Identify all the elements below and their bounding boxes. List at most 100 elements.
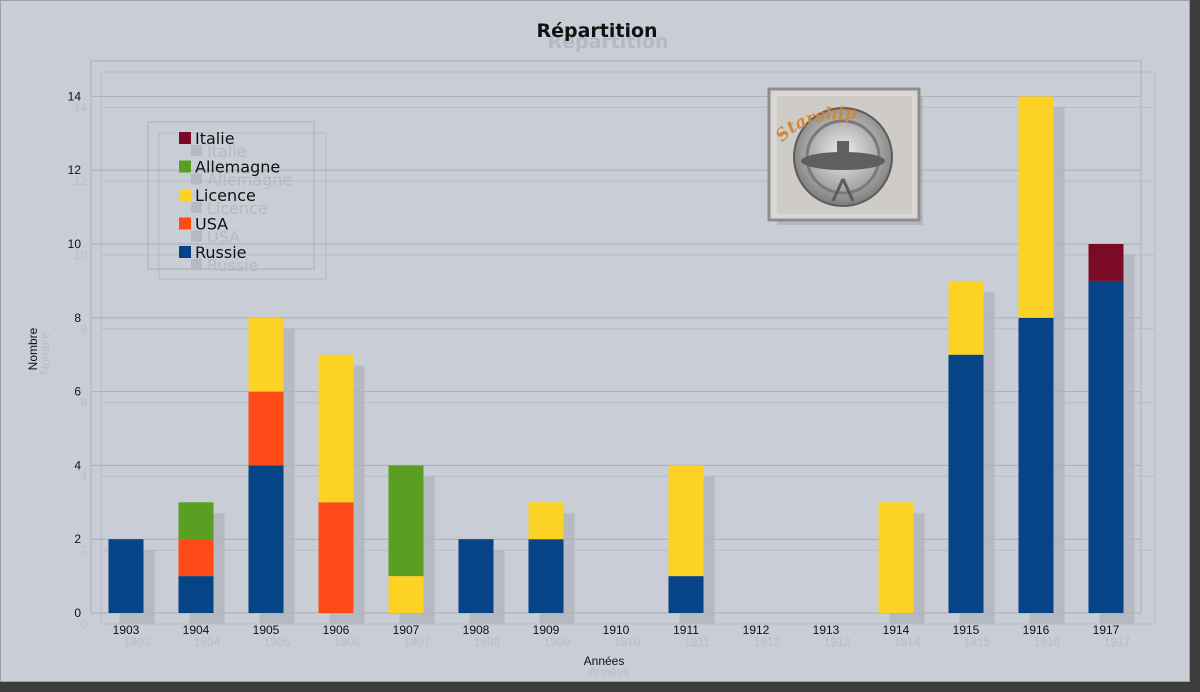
chart-title: Répartition bbox=[536, 20, 657, 42]
legend-swatch-shadow bbox=[191, 145, 202, 156]
legend-label-shadow: Italie bbox=[207, 142, 247, 161]
legend-swatch-usa bbox=[179, 217, 191, 230]
bar-1905-usa bbox=[248, 391, 284, 466]
legend-label-usa: USA bbox=[195, 215, 228, 234]
x-tick-label-shadow: 1912 bbox=[754, 635, 781, 649]
bar-1915-russie bbox=[948, 354, 984, 613]
bar-1908-russie bbox=[458, 539, 494, 613]
bar-1904-allemagne bbox=[178, 502, 214, 540]
bar-1906-licence bbox=[318, 354, 354, 503]
x-tick-label-shadow: 1917 bbox=[1104, 635, 1131, 649]
legend-swatch-shadow bbox=[191, 173, 202, 185]
y-tick-label-shadow: 4 bbox=[80, 469, 87, 483]
y-tick-label-shadow: 14 bbox=[74, 100, 88, 114]
bar-1903-russie bbox=[108, 539, 144, 613]
legend-swatch-italie bbox=[179, 132, 191, 144]
x-tick-label-shadow: 1908 bbox=[474, 635, 501, 649]
x-tick-label: 1910 bbox=[603, 623, 630, 637]
x-axis-title: Années bbox=[584, 654, 625, 668]
bar-1907-licence bbox=[388, 576, 424, 613]
y-tick-label-shadow: 2 bbox=[80, 543, 87, 557]
bars bbox=[108, 96, 1135, 624]
y-tick-label: 8 bbox=[74, 311, 81, 325]
x-tick-label-shadow: 1909 bbox=[544, 635, 571, 649]
x-tick-label: 1913 bbox=[813, 623, 840, 637]
bar-1916-licence bbox=[1018, 96, 1054, 318]
legend-label-italie: Italie bbox=[195, 129, 235, 148]
x-tick-label: 1907 bbox=[393, 623, 420, 637]
y-tick-label-shadow: 6 bbox=[80, 396, 87, 410]
x-tick-label-shadow: 1904 bbox=[194, 635, 221, 649]
y-tick-label-shadow: 0 bbox=[80, 617, 87, 631]
legend-label-russie: Russie bbox=[195, 243, 247, 262]
y-tick-label: 4 bbox=[74, 458, 81, 472]
bar-1911-licence bbox=[668, 465, 704, 577]
x-tick-label: 1917 bbox=[1093, 623, 1120, 637]
bar-1916-russie bbox=[1018, 317, 1054, 613]
bar-1904-usa bbox=[178, 539, 214, 577]
y-tick-label: 0 bbox=[74, 606, 81, 620]
legend-swatch-shadow bbox=[191, 230, 202, 242]
y-tick-label-shadow: 8 bbox=[80, 322, 87, 336]
x-tick-label-shadow: 1907 bbox=[404, 635, 431, 649]
bar-1907-allemagne bbox=[388, 465, 424, 577]
y-tick-label: 12 bbox=[68, 163, 82, 177]
y-tick-label: 2 bbox=[74, 532, 81, 546]
bar-1906-usa bbox=[318, 502, 354, 613]
legend-frame bbox=[147, 121, 315, 270]
x-tick-label: 1911 bbox=[673, 623, 699, 637]
legend-shadow-frame bbox=[158, 132, 327, 280]
y-tick-label: 10 bbox=[68, 237, 82, 251]
bar-1905-russie bbox=[248, 465, 284, 613]
x-tick-label-shadow: 1911 bbox=[684, 635, 710, 649]
x-tick-label: 1909 bbox=[533, 623, 560, 637]
x-tick-label: 1908 bbox=[463, 623, 490, 637]
legend: ItalieItalieAllemagneAllemagneLicenceLic… bbox=[147, 121, 327, 280]
bar-1911-russie bbox=[668, 576, 704, 613]
legend-swatch-shadow bbox=[191, 202, 202, 213]
x-tick-label-shadow: 1906 bbox=[334, 635, 361, 649]
y-axis-title-shadow: Nombre bbox=[38, 331, 52, 374]
legend-label-shadow: Russie bbox=[207, 256, 259, 275]
bar-1905-licence bbox=[248, 317, 284, 392]
y-axis-title: Nombre bbox=[26, 327, 40, 370]
bar-1909-licence bbox=[528, 502, 564, 540]
legend-label-shadow: Allemagne bbox=[207, 171, 292, 190]
y-tick-label-shadow: 12 bbox=[74, 174, 88, 188]
legend-swatch-russie bbox=[179, 246, 191, 258]
x-tick-label: 1903 bbox=[113, 623, 140, 637]
legend-swatch-licence bbox=[179, 189, 191, 201]
x-tick-label-shadow: 1905 bbox=[264, 635, 291, 649]
bar-1917-italie bbox=[1088, 244, 1124, 281]
x-tick-label-shadow: 1916 bbox=[1034, 635, 1061, 649]
x-tick-label: 1904 bbox=[183, 623, 210, 637]
x-tick-label-shadow: 1913 bbox=[824, 635, 851, 649]
x-tick-label: 1905 bbox=[253, 623, 280, 637]
legend-label-allemagne: Allemagne bbox=[195, 158, 280, 177]
x-tick-label: 1916 bbox=[1023, 623, 1050, 637]
legend-label-shadow: Licence bbox=[207, 199, 268, 218]
x-axis-title-shadow: Années bbox=[589, 665, 630, 679]
legend-label-shadow: USA bbox=[207, 228, 240, 247]
x-tick-label: 1912 bbox=[743, 623, 770, 637]
x-tick-label-shadow: 1910 bbox=[614, 635, 641, 649]
x-tick-label-shadow: 1903 bbox=[124, 635, 151, 649]
x-tick-label: 1906 bbox=[323, 623, 350, 637]
x-tick-label: 1914 bbox=[883, 623, 910, 637]
bar-1917-russie bbox=[1088, 280, 1124, 613]
y-tick-label-shadow: 10 bbox=[74, 248, 88, 262]
x-tick-label-shadow: 1915 bbox=[964, 635, 991, 649]
bar-1904-russie bbox=[178, 576, 214, 613]
legend-label-licence: Licence bbox=[195, 186, 256, 205]
bar-1909-russie bbox=[528, 539, 564, 613]
y-tick-label: 6 bbox=[74, 385, 81, 399]
chart-frame: Répartition Répartition 0 0 2 2 4 4 6 6 8 8 10 10 12… bbox=[0, 0, 1190, 682]
y-tick-label: 14 bbox=[68, 89, 82, 103]
legend-swatch-allemagne bbox=[179, 160, 191, 173]
x-tick-label: 1915 bbox=[953, 623, 980, 637]
legend-swatch-shadow bbox=[191, 259, 202, 270]
bar-1915-licence bbox=[948, 280, 984, 355]
